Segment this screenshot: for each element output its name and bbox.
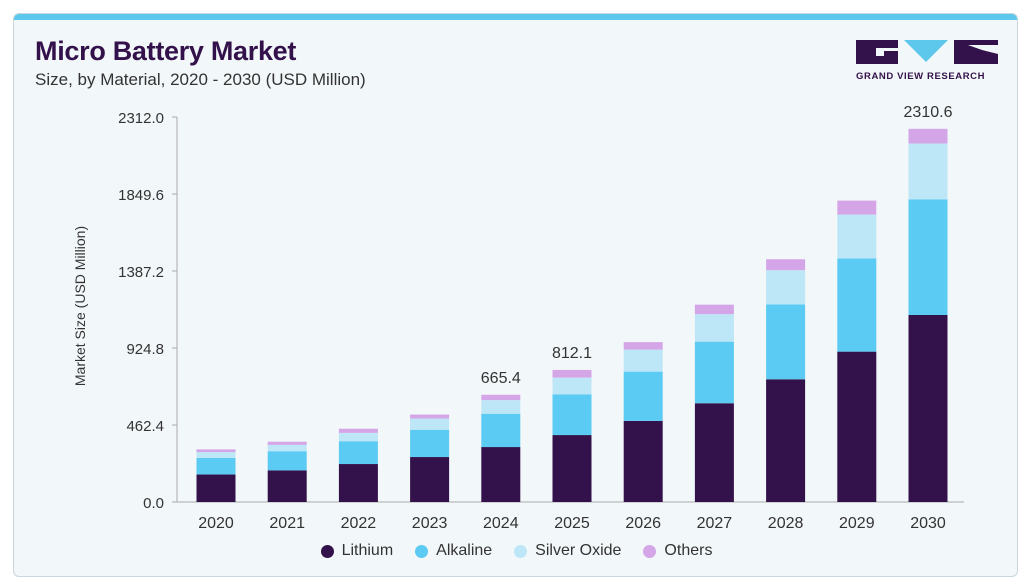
bar-segment-others bbox=[338, 428, 378, 433]
bar-segment-alkaline bbox=[908, 199, 948, 315]
bar-segment-others bbox=[837, 200, 877, 215]
legend-item: Silver Oxide bbox=[514, 542, 621, 560]
legend-label: Alkaline bbox=[436, 542, 493, 559]
x-tick-label: 2025 bbox=[554, 515, 590, 532]
x-tick-label: 2030 bbox=[910, 515, 946, 532]
bar-segment-silver-oxide bbox=[267, 444, 307, 452]
bar-segment-silver-oxide bbox=[338, 432, 378, 442]
y-tick-label: 924.8 bbox=[126, 341, 164, 358]
legend-label: Others bbox=[664, 542, 713, 559]
bar-segment-lithium bbox=[694, 403, 734, 502]
bar-segment-others bbox=[908, 128, 948, 144]
bar-segment-alkaline bbox=[623, 371, 663, 421]
legend-item: Alkaline bbox=[415, 542, 492, 560]
bar-segment-lithium bbox=[481, 447, 521, 502]
bar-segment-alkaline bbox=[766, 304, 806, 380]
bar-segment-others bbox=[267, 441, 307, 445]
legend-item: Others bbox=[643, 542, 712, 560]
x-tick-label: 2026 bbox=[625, 515, 661, 532]
chart-subtitle: Size, by Material, 2020 - 2030 (USD Mill… bbox=[35, 70, 366, 89]
bar-segment-lithium bbox=[766, 379, 806, 502]
legend-swatch bbox=[320, 544, 334, 558]
x-tick-label: 2022 bbox=[341, 515, 377, 532]
bar-segment-silver-oxide bbox=[196, 452, 236, 458]
logo-mark-icon bbox=[856, 40, 998, 64]
chart-title: Micro Battery Market bbox=[35, 36, 297, 66]
y-tick-label: 462.4 bbox=[126, 418, 164, 435]
stacked-bar-chart: 0.0 462.4 924.8 1387.2 1849.6 2312.0 Market Si… bbox=[72, 104, 964, 532]
total-value-label: 812.1 bbox=[552, 345, 592, 362]
x-tick-label: 2021 bbox=[269, 515, 305, 532]
bar-segment-alkaline bbox=[410, 429, 450, 458]
bar-segment-alkaline bbox=[837, 258, 877, 352]
legend-item: Lithium bbox=[320, 542, 394, 560]
bar-segment-silver-oxide bbox=[552, 377, 592, 395]
bar-segment-alkaline bbox=[481, 413, 521, 448]
bar-segment-lithium bbox=[908, 314, 948, 502]
y-tick-label: 2312.0 bbox=[118, 110, 164, 127]
x-tick-label: 2028 bbox=[768, 515, 804, 532]
legend-swatch bbox=[514, 544, 528, 558]
y-tick-label: 1387.2 bbox=[118, 264, 164, 281]
x-tick-label: 2027 bbox=[697, 515, 733, 532]
legend-label: Lithium bbox=[341, 542, 394, 559]
bar-segment-others bbox=[694, 304, 734, 315]
bar-segment-alkaline bbox=[338, 441, 378, 465]
logo-text: GRAND VIEW RESEARCH bbox=[856, 71, 986, 82]
bar-segment-lithium bbox=[196, 474, 236, 502]
total-value-label: 2310.6 bbox=[904, 104, 953, 121]
bar-segment-silver-oxide bbox=[694, 314, 734, 342]
bar-segment-alkaline bbox=[196, 457, 236, 475]
bar-segment-others bbox=[196, 449, 236, 453]
y-axis-label: Market Size (USD Million) bbox=[72, 226, 88, 386]
bar-segment-lithium bbox=[410, 457, 450, 502]
bar-segment-lithium bbox=[338, 464, 378, 502]
bar-segment-lithium bbox=[623, 420, 663, 502]
bar-segment-others bbox=[552, 369, 592, 378]
bar-segment-silver-oxide bbox=[481, 400, 521, 414]
x-tick-label: 2020 bbox=[198, 515, 234, 532]
x-tick-label: 2024 bbox=[483, 515, 519, 532]
total-value-label: 665.4 bbox=[481, 370, 521, 387]
bar-segment-silver-oxide bbox=[908, 143, 948, 200]
bar-segment-silver-oxide bbox=[766, 270, 806, 305]
bar-segment-lithium bbox=[552, 435, 592, 502]
bar-segment-others bbox=[481, 394, 521, 401]
bar-segment-others bbox=[766, 259, 806, 271]
legend-swatch bbox=[643, 544, 657, 558]
bar-segment-silver-oxide bbox=[837, 214, 877, 259]
bar-segment-alkaline bbox=[552, 394, 592, 436]
bar-segment-others bbox=[410, 414, 450, 419]
chart-legend: Lithium Alkaline Silver Oxide Others bbox=[14, 542, 1017, 560]
bar-segment-silver-oxide bbox=[623, 349, 663, 372]
accent-bar bbox=[14, 14, 1017, 20]
x-tick-label: 2029 bbox=[839, 515, 875, 532]
x-tick-label: 2023 bbox=[412, 515, 448, 532]
y-tick-label: 1849.6 bbox=[118, 187, 164, 204]
brand-logo: GRAND VIEW RESEARCH bbox=[856, 40, 1006, 96]
chart-card: Micro Battery Market Size, by Material, … bbox=[13, 13, 1018, 577]
bar-segment-alkaline bbox=[267, 451, 307, 471]
bar-segment-lithium bbox=[837, 351, 877, 502]
bar-segment-silver-oxide bbox=[410, 418, 450, 430]
legend-label: Silver Oxide bbox=[535, 542, 622, 559]
y-tick-label: 0.0 bbox=[143, 495, 164, 512]
bar-segment-lithium bbox=[267, 470, 307, 502]
bar-segment-alkaline bbox=[694, 341, 734, 404]
legend-swatch bbox=[415, 544, 429, 558]
bar-segment-others bbox=[623, 342, 663, 350]
